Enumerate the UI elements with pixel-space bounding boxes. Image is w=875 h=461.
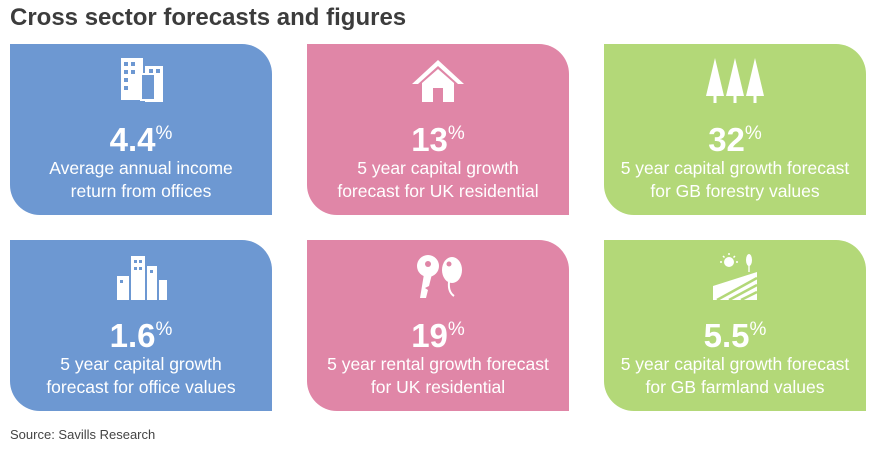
description: 5 year rental growth forecast [327, 354, 549, 374]
house-icon [412, 60, 464, 102]
unit: % [447, 319, 465, 340]
card: 1.6% 5 year capital growth forecast for o… [10, 240, 272, 411]
description: 5 year capital growth forecast [620, 158, 850, 178]
value: 1.6 [109, 317, 156, 354]
city-icon [117, 256, 167, 300]
forest-icon [706, 58, 764, 103]
unit: % [155, 319, 173, 340]
description: for GB forestry values [650, 181, 820, 201]
farmland-icon [713, 253, 758, 302]
description: 5 year capital growth [357, 158, 519, 178]
unit: % [744, 123, 762, 144]
description: forecast for office values [46, 377, 236, 397]
card: 4.4% Average annual income return from of… [10, 44, 272, 215]
card: 13% 5 year capital growth forecast for UK… [307, 44, 569, 215]
title: Cross sector forecasts and figures [10, 4, 407, 31]
value: 32 [708, 121, 745, 158]
unit: % [749, 319, 767, 340]
description: Average annual income [49, 158, 233, 178]
value: 5.5 [703, 317, 750, 354]
description: forecast for UK residential [337, 181, 539, 201]
card: 5.5% 5 year capital growth forecast for G… [604, 240, 866, 411]
description: for GB farmland values [645, 377, 825, 397]
description: 5 year capital growth [60, 354, 222, 374]
description: 5 year capital growth forecast [620, 354, 850, 374]
source: Source: Savills Research [10, 427, 156, 442]
card: 19% 5 year rental growth forecast for UK … [307, 240, 569, 411]
value: 4.4 [109, 121, 156, 158]
office-icon [121, 58, 163, 102]
value: 19 [411, 317, 448, 354]
value: 13 [411, 121, 448, 158]
unit: % [447, 123, 465, 144]
description: for UK residential [370, 377, 506, 397]
card: 32% 5 year capital growth forecast for GB… [604, 44, 866, 215]
key-icon [417, 255, 462, 298]
unit: % [155, 123, 173, 144]
description: return from offices [70, 181, 212, 201]
